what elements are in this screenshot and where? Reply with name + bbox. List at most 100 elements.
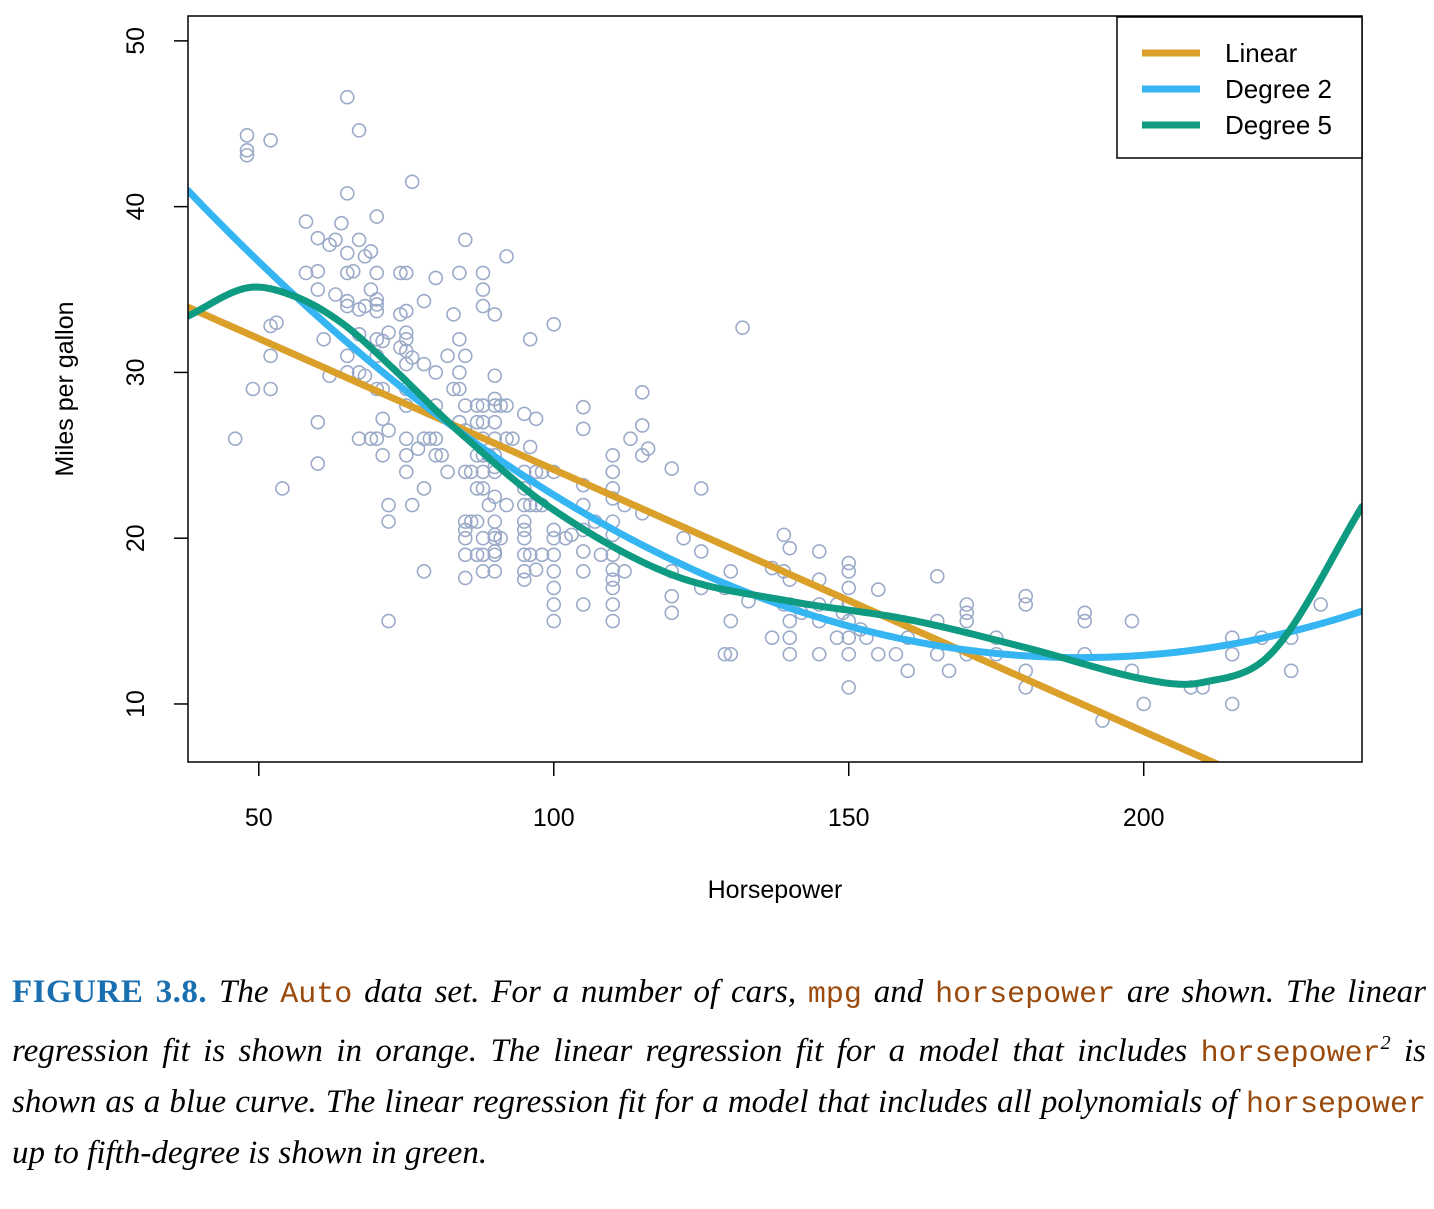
data-point [929,569,945,584]
data-point [351,123,367,138]
data-point [310,456,326,471]
data-point [446,381,461,397]
data-point [634,385,650,400]
data-point [499,497,514,513]
data-point [493,530,508,546]
data-point [528,562,544,577]
data-point [339,265,355,281]
data-point [369,303,385,319]
data-point [452,331,467,347]
data-point [428,270,444,286]
y-tick-label: 30 [122,359,150,387]
data-point [782,630,798,645]
data-point [381,514,396,529]
data-point [351,431,367,447]
data-point [310,414,326,430]
data-point [398,448,414,463]
data-point [345,263,361,279]
chart-container: 50 100 150 200 10 20 30 40 50 Horsepower Miles … [51,15,1363,904]
legend-label: Degree 5 [1225,110,1332,140]
data-point [440,464,455,480]
caption-text-1: The [207,974,281,1010]
data-point [428,365,444,380]
x-tick-label: 100 [533,804,575,832]
data-point [475,481,491,496]
data-point [369,331,385,347]
data-point [522,547,538,563]
data-point [605,597,621,612]
data-point [369,297,385,312]
data-point [605,613,621,629]
data-point [475,414,491,430]
data-point [416,481,432,496]
x-tick-label: 150 [828,804,870,832]
data-point [841,630,857,645]
data-point [575,544,591,559]
caption-text-3: and [861,974,936,1010]
y-axis-title: Miles per gallon [51,301,79,476]
data-point [487,368,503,384]
data-point [841,555,857,571]
data-point [487,398,503,413]
data-point [776,527,792,543]
caption-code-horsepower-2: horsepower [1200,1037,1381,1071]
y-tick-label: 10 [122,690,150,718]
plot-frame [187,15,1363,763]
data-point [605,580,621,596]
fit-line-degree-5 [188,283,1362,688]
data-point [888,646,904,662]
data-point [475,398,491,413]
data-point [605,448,621,463]
fit-lines [188,187,1362,762]
data-point [463,464,479,480]
scatter-plot: 50 100 150 200 10 20 30 40 50 Horsepower Miles … [51,15,1363,904]
data-point [434,448,449,463]
data-point [941,663,957,679]
data-point [339,245,355,261]
data-point [870,582,886,597]
data-point [546,597,562,612]
data-point [634,418,650,433]
caption-code-mpg: mpg [807,978,862,1012]
data-point [398,265,414,281]
y-axis: 10 20 30 40 50 [122,27,188,718]
data-point [676,530,691,546]
data-point [664,461,680,476]
data-point [487,307,503,322]
data-point [398,331,414,347]
data-point [334,215,349,231]
data-point [475,564,491,579]
data-point [546,530,562,546]
data-point [328,232,343,248]
data-point [575,399,591,415]
data-point [398,325,414,340]
data-point [275,481,290,496]
data-point [1077,605,1093,621]
data-point [1018,588,1034,604]
data-point [870,646,886,662]
data-point [416,431,432,447]
data-point [369,265,385,281]
data-point [263,133,278,148]
data-point [593,547,609,563]
data-point [457,348,473,364]
data-point [811,646,827,662]
y-tick-label: 20 [122,524,150,552]
data-point [398,303,414,319]
data-point [381,613,396,629]
data-point [487,514,503,529]
data-point [575,564,591,579]
caption-code-auto: Auto [280,978,353,1012]
data-point [369,209,385,224]
data-point [516,564,532,579]
data-point [723,646,739,662]
data-point [310,230,326,246]
caption-text-5: is shown as a blue curve. The linear reg… [12,1033,1427,1120]
data-point [452,265,467,281]
data-point [328,287,343,302]
data-point [487,547,503,563]
data-point [1018,597,1034,612]
caption-code-horsepower-3: horsepower [1245,1088,1426,1122]
data-point [959,597,975,612]
data-point [782,540,798,556]
